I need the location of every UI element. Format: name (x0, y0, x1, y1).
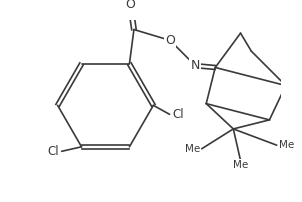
Text: Cl: Cl (47, 145, 59, 158)
Text: O: O (125, 0, 135, 11)
Text: O: O (165, 34, 175, 47)
Text: Me: Me (233, 160, 248, 170)
Text: Me: Me (185, 144, 200, 154)
Text: N: N (191, 59, 200, 72)
Text: Me: Me (279, 140, 295, 150)
Text: Cl: Cl (172, 108, 184, 121)
